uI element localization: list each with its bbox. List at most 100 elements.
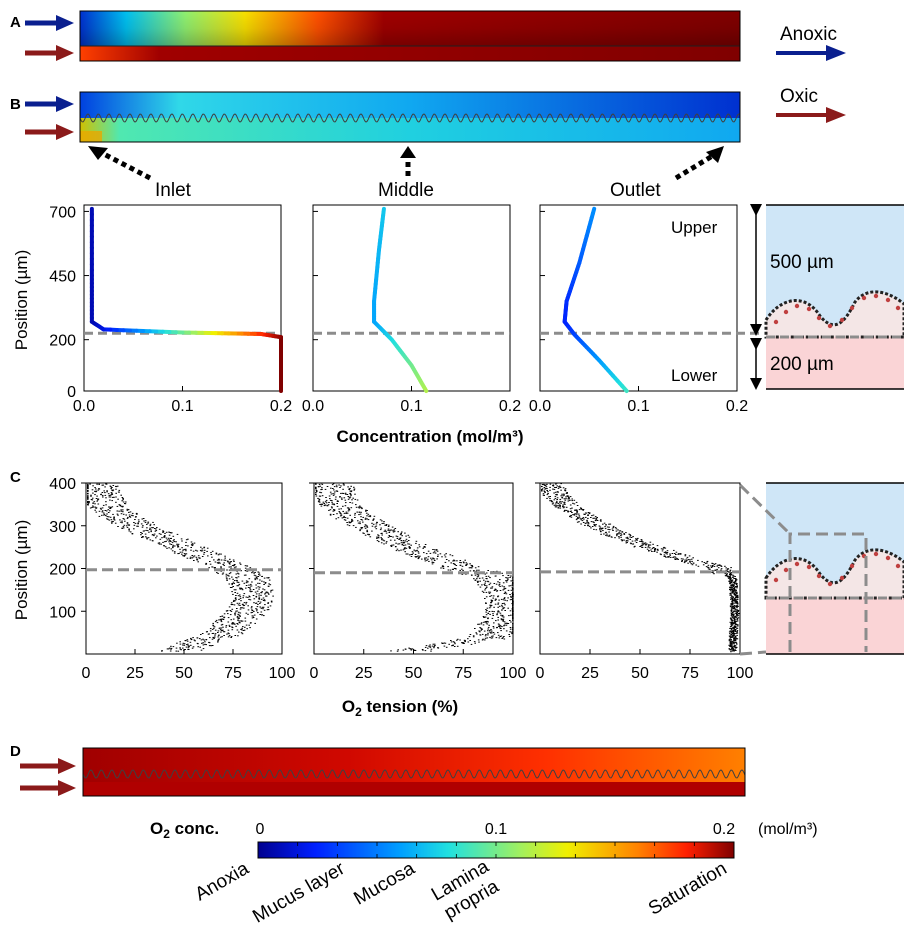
c-data-point-outlet	[729, 587, 731, 589]
c-data-point-middle	[350, 485, 352, 487]
c-data-point-outlet	[735, 589, 737, 591]
c-data-point-inlet	[146, 537, 148, 539]
c-data-point-outlet	[606, 535, 608, 537]
c-data-point-inlet	[187, 647, 190, 649]
c-data-point-middle	[505, 577, 507, 579]
c-data-point-outlet	[729, 626, 732, 628]
c-data-point-inlet	[95, 488, 97, 490]
c-data-point-inlet	[183, 553, 186, 555]
c-data-point-inlet	[90, 495, 92, 497]
c-data-point-middle	[393, 530, 396, 532]
c-data-point-middle	[408, 547, 411, 549]
c-data-point-inlet	[87, 494, 89, 496]
c-data-point-inlet	[235, 577, 237, 579]
c-data-point-outlet	[605, 524, 607, 526]
c-data-point-outlet	[555, 494, 557, 496]
c-data-point-middle	[335, 496, 337, 498]
c-data-point-middle	[359, 523, 361, 525]
c-data-point-inlet	[87, 492, 89, 494]
c-data-point-inlet	[243, 607, 245, 609]
c-data-point-outlet	[732, 576, 734, 578]
c-data-point-middle	[495, 620, 497, 622]
c-data-point-middle	[319, 485, 322, 487]
c-data-point-outlet	[595, 519, 598, 521]
c-data-point-middle	[427, 556, 430, 558]
c-data-point-middle	[512, 629, 514, 631]
c-data-point-inlet	[226, 560, 229, 562]
c-data-point-middle	[341, 498, 343, 500]
c-data-point-middle	[507, 579, 509, 581]
c-data-point-inlet	[247, 587, 250, 588]
c-data-point-inlet	[110, 486, 112, 488]
colorbar-category-saturation: Saturation	[645, 858, 731, 919]
c-data-point-inlet	[212, 636, 214, 638]
c-data-point-inlet	[108, 519, 111, 521]
c-data-point-outlet	[553, 504, 556, 506]
c-data-point-inlet	[221, 618, 223, 620]
c-data-point-inlet	[204, 641, 206, 643]
c-data-point-outlet	[567, 500, 570, 502]
c-data-point-middle	[452, 568, 454, 570]
c-data-point-inlet	[217, 554, 220, 556]
c-data-point-inlet	[232, 623, 234, 625]
c-data-point-middle	[329, 499, 332, 501]
c-data-point-outlet	[710, 565, 712, 567]
c-data-point-outlet	[581, 509, 583, 511]
c-data-point-inlet	[242, 605, 245, 607]
c-data-point-outlet	[712, 570, 715, 572]
c-data-point-inlet	[206, 550, 208, 552]
c-data-point-middle	[496, 590, 498, 592]
c-data-point-outlet	[731, 624, 734, 626]
c-data-point-middle	[478, 641, 480, 643]
c-data-point-outlet	[595, 529, 598, 531]
c-data-point-middle	[422, 547, 424, 549]
c-data-point-inlet	[190, 637, 192, 639]
c-data-point-inlet	[220, 631, 222, 633]
c-data-point-middle	[510, 621, 512, 623]
c-data-point-middle	[339, 515, 342, 517]
c-data-point-inlet	[137, 523, 139, 525]
c-data-point-middle	[440, 567, 442, 569]
c-data-point-inlet	[228, 569, 231, 571]
c-data-point-inlet	[219, 629, 222, 631]
c-data-point-middle	[476, 573, 479, 575]
c-data-point-inlet	[237, 619, 239, 621]
c-data-point-inlet	[249, 587, 251, 589]
c-data-point-outlet	[588, 512, 591, 514]
c-data-point-middle	[512, 632, 514, 634]
c-data-point-inlet	[117, 491, 120, 493]
c-data-point-inlet	[218, 559, 221, 561]
c-data-point-inlet	[238, 614, 241, 616]
c-data-point-outlet	[591, 526, 594, 527]
c-data-point-inlet	[191, 543, 194, 545]
c-data-point-inlet	[111, 500, 113, 502]
c-data-point-outlet	[599, 526, 602, 528]
c-data-point-middle	[465, 565, 467, 566]
c-data-point-inlet	[165, 537, 168, 539]
c-data-point-outlet	[735, 641, 737, 643]
c-data-point-middle	[447, 566, 449, 568]
c-data-point-inlet	[123, 524, 126, 526]
c-data-point-inlet	[167, 537, 170, 539]
c-data-point-middle	[431, 561, 434, 563]
colorbar-unit: (mol/m³)	[758, 821, 818, 838]
c-data-point-inlet	[263, 584, 265, 585]
c-data-point-inlet	[255, 577, 258, 579]
c-data-point-outlet	[731, 579, 734, 581]
c-data-point-middle	[493, 590, 496, 591]
c-data-point-middle	[494, 598, 497, 600]
c-data-point-middle	[459, 569, 461, 571]
c-data-point-outlet	[734, 594, 737, 596]
colorbar-minor-ticks	[297, 842, 695, 858]
c-data-point-middle	[485, 572, 488, 574]
c-data-point-middle	[482, 616, 485, 617]
c-data-point-inlet	[237, 595, 240, 597]
c-data-point-inlet	[236, 581, 239, 583]
c-data-point-inlet	[91, 506, 93, 508]
c-data-point-middle	[485, 603, 487, 604]
c-data-point-middle	[371, 522, 373, 524]
c-data-point-middle	[364, 534, 367, 536]
c-data-point-outlet	[731, 587, 734, 589]
c-data-point-middle	[509, 631, 511, 633]
c-data-point-inlet	[214, 634, 216, 636]
